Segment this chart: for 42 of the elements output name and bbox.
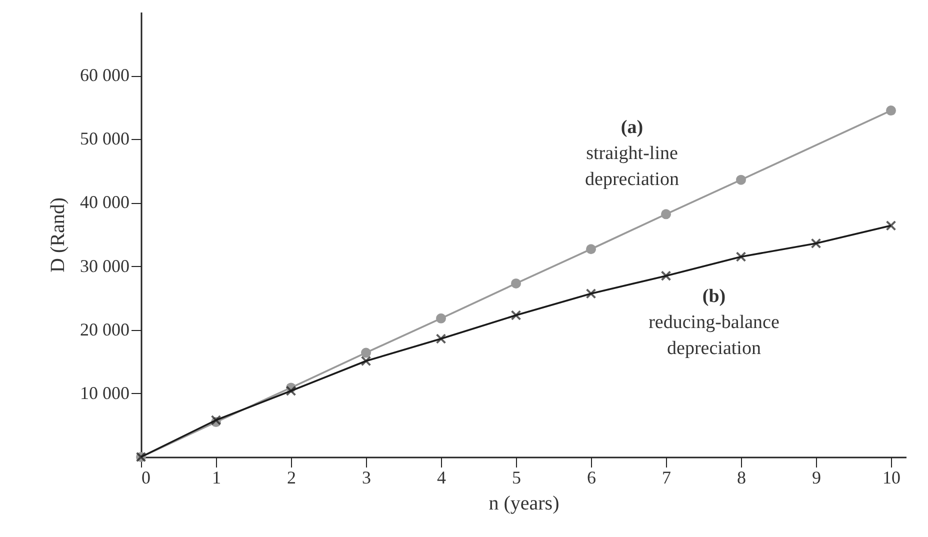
- y-tick-label: 10 000: [80, 382, 130, 403]
- x-tick-label: 5: [512, 468, 521, 488]
- x-tick-label: 8: [737, 468, 746, 488]
- annotation: depreciation: [585, 169, 680, 190]
- x-tick-label: 2: [287, 468, 296, 488]
- point: [436, 313, 446, 324]
- annotation: straight-line: [586, 143, 678, 164]
- annotation: (b): [702, 286, 726, 307]
- x-tick-label: 1: [212, 468, 221, 488]
- point: [886, 106, 896, 116]
- y-tick-label: 30 000: [80, 256, 130, 276]
- point: [436, 334, 446, 344]
- point: [736, 174, 746, 185]
- point: [360, 356, 372, 366]
- annotation: (a): [620, 117, 644, 138]
- point: [210, 414, 222, 426]
- x-tick-label: 3: [362, 468, 371, 488]
- point: [586, 288, 596, 299]
- annotation: reducing-balance: [648, 312, 780, 333]
- x-tick-label: 9: [812, 468, 821, 488]
- x-tick-label: 10: [882, 468, 900, 488]
- y-tick-label: 50 000: [80, 128, 130, 149]
- point: [361, 348, 371, 358]
- x-tick-label: 4: [437, 468, 446, 488]
- point: [510, 310, 522, 320]
- point: [810, 238, 822, 249]
- point: [736, 252, 746, 262]
- x-tick-label: 0: [142, 468, 150, 488]
- x-tick-label: 6: [587, 468, 596, 488]
- x-axis-title: n (years): [488, 492, 560, 514]
- y-tick-label: 40 000: [80, 192, 130, 212]
- point: [886, 220, 896, 231]
- x-tick-label: 7: [662, 468, 671, 488]
- point: [660, 270, 672, 282]
- point: [286, 386, 296, 396]
- annotation: depreciation: [667, 338, 762, 359]
- y-axis-title: D (Rand): [47, 198, 69, 272]
- point: [661, 209, 671, 220]
- point: [511, 278, 521, 288]
- y-tick-label: 60 000: [80, 65, 130, 86]
- y-tick-label: 20 000: [80, 319, 130, 340]
- point: [586, 244, 596, 254]
